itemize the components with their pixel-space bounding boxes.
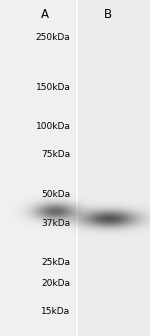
Text: B: B [104, 8, 112, 22]
Text: 20kDa: 20kDa [42, 280, 70, 288]
Text: 25kDa: 25kDa [42, 258, 70, 267]
FancyBboxPatch shape [74, 0, 150, 336]
Text: 150kDa: 150kDa [36, 83, 70, 92]
Text: 37kDa: 37kDa [41, 219, 70, 228]
Text: 100kDa: 100kDa [36, 122, 70, 131]
Text: 75kDa: 75kDa [41, 151, 70, 160]
Text: 250kDa: 250kDa [36, 33, 70, 42]
Text: 15kDa: 15kDa [41, 307, 70, 317]
Text: A: A [41, 8, 49, 22]
Text: 50kDa: 50kDa [41, 190, 70, 199]
